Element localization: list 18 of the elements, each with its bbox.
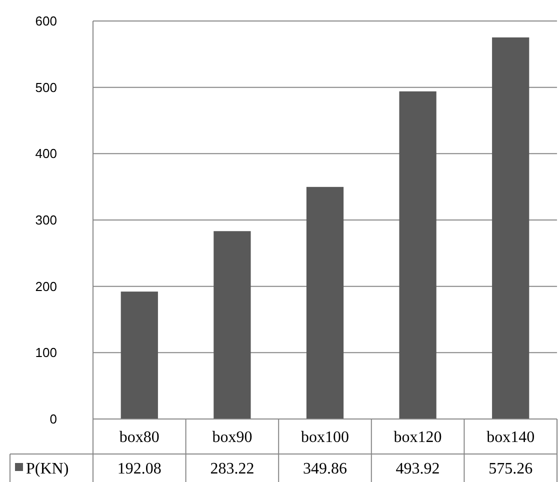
y-tick-label: 500 xyxy=(35,80,57,95)
y-tick-label: 300 xyxy=(35,212,57,228)
x-tick-label: box100 xyxy=(301,429,349,446)
data-label: 493.92 xyxy=(396,460,440,478)
data-label: 192.08 xyxy=(117,460,162,478)
data-label: 349.86 xyxy=(303,460,347,478)
x-tick-label: box90 xyxy=(212,429,252,446)
y-tick-label: 100 xyxy=(35,345,57,360)
y-tick-label: 0 xyxy=(50,412,57,427)
x-tick-label: box140 xyxy=(486,429,535,446)
legend-label: P(KN) xyxy=(26,460,69,478)
y-tick-label: 400 xyxy=(35,146,57,162)
y-tick-label: 600 xyxy=(35,14,57,29)
x-tick-label: box120 xyxy=(394,429,442,446)
x-tick-label: box80 xyxy=(119,429,160,446)
y-tick-label: 200 xyxy=(35,278,57,294)
data-label: 575.26 xyxy=(488,460,533,478)
data-label: 283.22 xyxy=(210,460,254,478)
